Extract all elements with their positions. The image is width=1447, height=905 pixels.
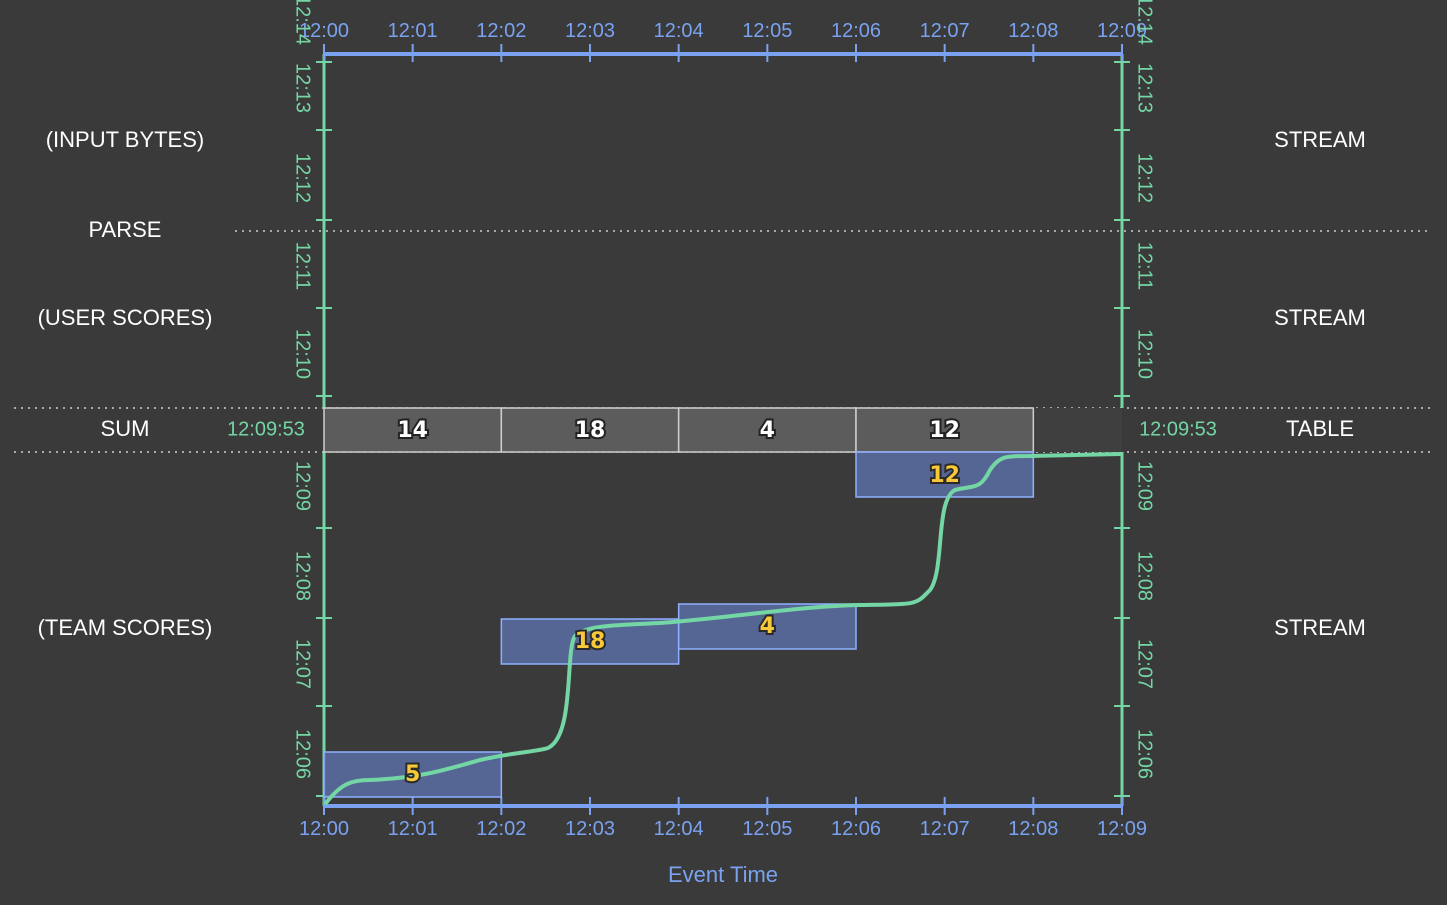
table-cell-value: 14 — [397, 418, 428, 443]
event-tick-label-bottom: 12:04 — [654, 818, 704, 840]
processing-tick-label-right: 12:10 — [1134, 329, 1156, 379]
event-tick-label-top: 12:03 — [565, 20, 615, 42]
pane-value-label: 12 — [929, 463, 960, 488]
event-tick-label-top: 12:08 — [1008, 20, 1058, 42]
watermark-curve — [324, 452, 1122, 805]
row-label-input-bytes: (INPUT BYTES) — [46, 127, 205, 152]
pane-value-label: 4 — [760, 614, 775, 639]
event-tick-label-bottom: 12:06 — [831, 818, 881, 840]
processing-tick-label-right: 12:07 — [1134, 639, 1156, 689]
processing-tick-label-left: 12:14 — [292, 0, 314, 45]
pane-values: 5 18 4 12 — [403, 461, 962, 789]
pane-box — [500, 618, 680, 665]
right-label-table: TABLE — [1286, 416, 1354, 441]
right-label-input-stream: STREAM — [1274, 127, 1366, 152]
processing-tick-label-right: 12:12 — [1134, 153, 1156, 203]
event-tick-label-top: 12:09 — [1097, 20, 1147, 42]
team-score-panes — [323, 451, 1035, 798]
table-cell-value: 12 — [929, 418, 960, 443]
event-tick-label-bottom: 12:09 — [1097, 818, 1147, 840]
event-tick-label-bottom: 12:08 — [1008, 818, 1058, 840]
pane-box — [323, 751, 503, 798]
event-tick-label-top: 12:07 — [920, 20, 970, 42]
row-label-parse: PARSE — [89, 217, 162, 242]
watermark-time-left: 12:09:53 — [227, 418, 305, 440]
processing-tick-label-left: 12:12 — [292, 153, 314, 203]
event-tick-label-top: 12:01 — [388, 20, 438, 42]
processing-tick-label-left: 12:07 — [292, 639, 314, 689]
watermark-time-right: 12:09:53 — [1139, 418, 1217, 440]
event-tick-label-top: 12:00 — [299, 20, 349, 42]
processing-time-ticks: 12:14 12:14 12:13 12:13 12:12 12:12 12:11 12:11… — [292, 0, 1156, 797]
processing-tick-label-left: 12:06 — [292, 729, 314, 779]
processing-tick-label-left: 12:13 — [292, 63, 314, 113]
processing-tick-label-right: 12:09 — [1134, 461, 1156, 511]
processing-tick-label-right: 12:06 — [1134, 729, 1156, 779]
table-cell-value: 4 — [760, 418, 775, 443]
processing-tick-label-left: 12:10 — [292, 329, 314, 379]
event-tick-label-bottom: 12:05 — [742, 818, 792, 840]
right-label-team-stream: STREAM — [1274, 615, 1366, 640]
right-label-user-stream: STREAM — [1274, 305, 1366, 330]
processing-tick-label-right: 12:13 — [1134, 63, 1156, 113]
event-tick-label-bottom: 12:03 — [565, 818, 615, 840]
event-tick-label-bottom: 12:01 — [388, 818, 438, 840]
processing-tick-label-left: 12:08 — [292, 551, 314, 601]
event-tick-label-bottom: 12:07 — [920, 818, 970, 840]
event-tick-label-bottom: 12:02 — [476, 818, 526, 840]
table-cell — [855, 407, 1035, 453]
processing-tick-label-left: 12:09 — [292, 461, 314, 511]
processing-tick-label-right: 12:08 — [1134, 551, 1156, 601]
table-cell-value: 18 — [575, 418, 606, 443]
event-time-ticks: 12:00 12:00 12:01 12:01 12:02 12:02 12:03 12:03… — [299, 20, 1147, 840]
event-time-axis-title: Event Time — [668, 862, 778, 887]
processing-tick-label-left: 12:11 — [292, 242, 314, 291]
sum-table-row: 14 18 4 12 — [323, 407, 1122, 453]
event-tick-label-top: 12:04 — [654, 20, 704, 42]
row-label-team-scores: (TEAM SCORES) — [38, 615, 213, 640]
pane-value-label: 18 — [575, 629, 606, 654]
event-tick-label-top: 12:02 — [476, 20, 526, 42]
processing-tick-label-right: 12:11 — [1134, 242, 1156, 291]
table-cell — [323, 407, 503, 453]
event-tick-label-bottom: 12:00 — [299, 818, 349, 840]
event-tick-label-top: 12:06 — [831, 20, 881, 42]
pane-value-label: 5 — [405, 762, 420, 787]
event-tick-label-top: 12:05 — [742, 20, 792, 42]
row-label-sum: SUM — [101, 416, 150, 441]
processing-tick-label-right: 12:14 — [1134, 0, 1156, 45]
row-label-user-scores: (USER SCORES) — [38, 305, 213, 330]
table-cell — [677, 407, 857, 453]
